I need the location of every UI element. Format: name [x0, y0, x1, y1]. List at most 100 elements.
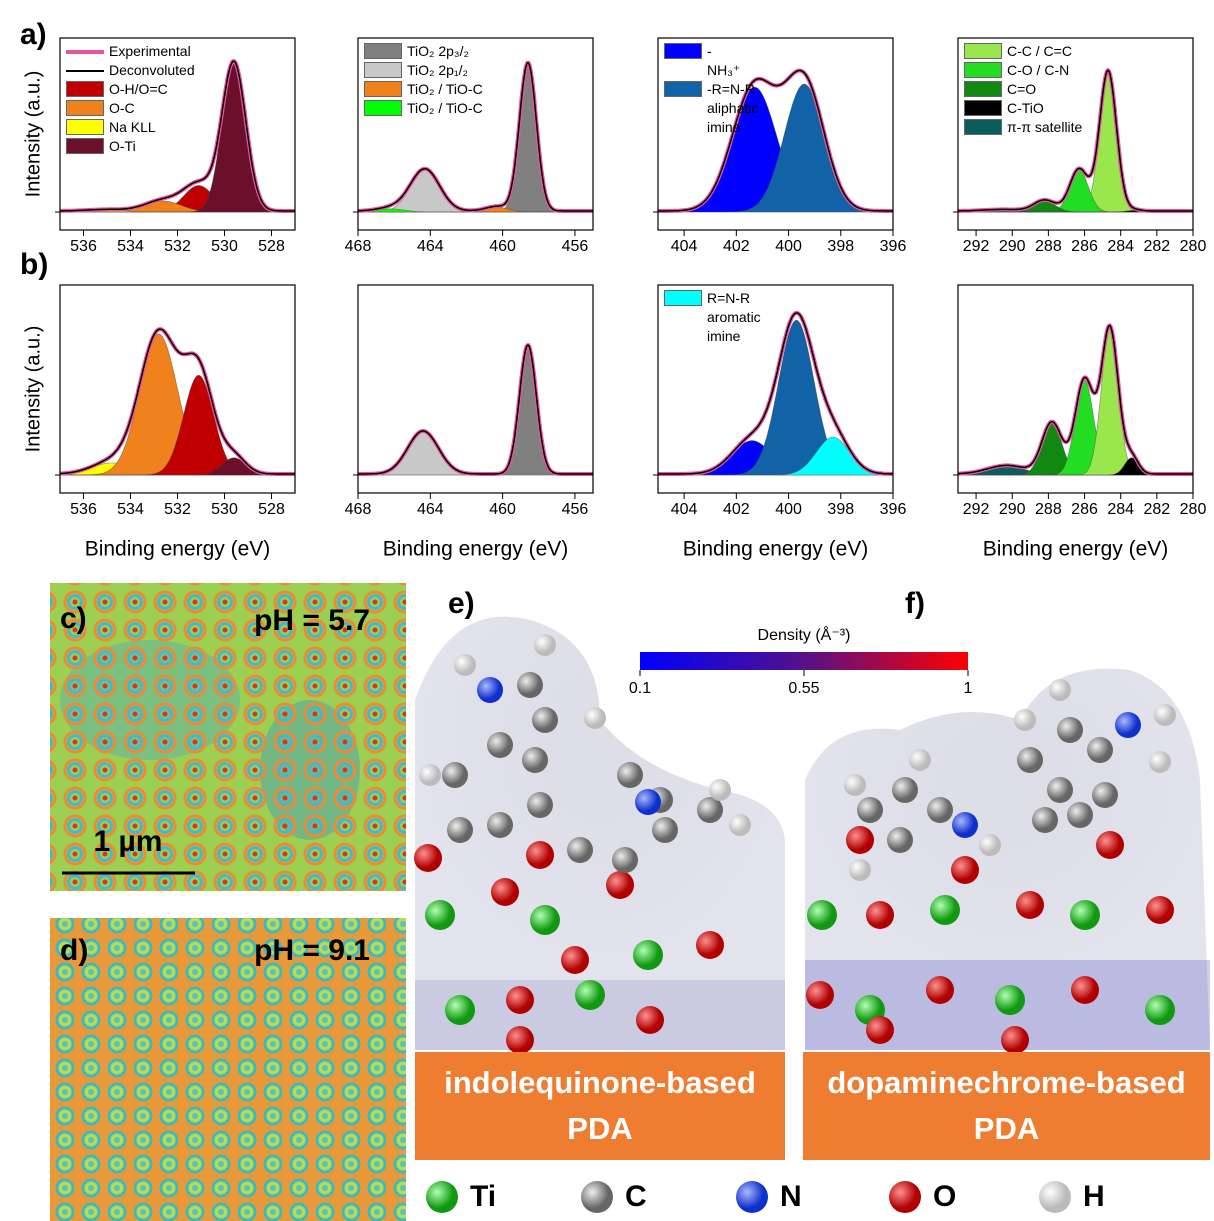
atom [425, 900, 455, 930]
x-tick-label: 532 [164, 501, 191, 518]
atom [927, 797, 953, 823]
legend-entry: -NH₃⁺ [664, 42, 741, 80]
x-tick-label: 528 [258, 238, 285, 255]
atom [445, 995, 475, 1025]
legend-swatch [66, 50, 104, 54]
atom [1016, 891, 1044, 919]
fit-curve [957, 324, 1193, 475]
fit-curve [358, 344, 593, 475]
legend-swatch [66, 70, 104, 72]
atom [442, 762, 468, 788]
x-tick-label: 284 [1107, 501, 1134, 518]
atom-legend-sphere [426, 1181, 458, 1213]
atom [635, 789, 661, 815]
legend-label: C=O [1007, 81, 1037, 97]
atom [1096, 831, 1124, 859]
panel-label: b) [20, 248, 48, 281]
atom [1049, 679, 1071, 701]
x-tick-label: 402 [723, 238, 750, 255]
legend-entry: Na KLL [66, 118, 195, 137]
atom [846, 826, 874, 854]
atom [419, 764, 441, 786]
density-surface [415, 616, 785, 1050]
x-tick-label: 292 [963, 238, 990, 255]
ph-label: pH = 5.7 [254, 604, 370, 637]
y-axis-title: Intensity (a.u.) [22, 326, 44, 453]
legend-label: -NH₃⁺ [707, 43, 741, 78]
legend-label: R=N-R aromatic imine [707, 290, 761, 344]
atom [866, 901, 894, 929]
atom-legend-label: Ti [470, 1180, 496, 1213]
atom [1032, 807, 1058, 833]
atom [527, 792, 553, 818]
legend-label: O-Ti [109, 138, 136, 154]
x-tick-label: 464 [417, 501, 444, 518]
atom [892, 777, 918, 803]
atom [930, 895, 960, 925]
x-axis-title: Binding energy (eV) [383, 538, 569, 561]
legend-swatch [66, 119, 104, 135]
atom [952, 812, 978, 838]
peak-component [358, 345, 593, 476]
panel-label: c) [60, 602, 87, 635]
atom [857, 797, 883, 823]
x-tick-label: 534 [117, 238, 144, 255]
x-tick-label: 402 [723, 501, 750, 518]
legend-swatch [664, 81, 702, 97]
atom [575, 980, 605, 1010]
x-tick-label: 288 [1035, 238, 1062, 255]
atom [697, 797, 723, 823]
atom-legend-label: N [780, 1180, 802, 1213]
legend-entry: -R=N-R aliphatic imine [664, 80, 758, 137]
legend-label: TiO₂ / TiO-C [407, 100, 483, 116]
atom [633, 940, 663, 970]
legend-swatch [664, 43, 702, 59]
colorbar-tick-label: 1 [964, 680, 973, 697]
atom [866, 1016, 894, 1044]
atom [636, 1006, 664, 1034]
colorbar-title: Density (Å⁻³) [758, 625, 851, 644]
atom [1071, 976, 1099, 1004]
x-tick-label: 468 [345, 501, 372, 518]
legend-label: C-C / C=C [1007, 43, 1072, 59]
atom [806, 981, 834, 1009]
atom [477, 677, 503, 703]
legend-label: Deconvoluted [109, 62, 195, 78]
colorbar-tick-label: 0.55 [788, 680, 819, 697]
x-tick-label: 464 [417, 238, 444, 255]
colorbar-tick-label: 0.1 [629, 680, 651, 697]
legend-entry: TiO₂ / TiO-C [364, 80, 483, 99]
atom [606, 871, 634, 899]
atom [1001, 1026, 1029, 1054]
atoms [414, 634, 1176, 1054]
afm-rings [50, 918, 406, 1221]
legend-entry: Deconvoluted [66, 61, 195, 80]
legend-entry: C-TiO [964, 99, 1082, 118]
atom [491, 878, 519, 906]
legend-label: O-C [109, 100, 135, 116]
atom [995, 985, 1025, 1015]
fit-curve [358, 62, 593, 212]
x-tick-label: 282 [1143, 238, 1170, 255]
atom [584, 707, 606, 729]
panel-label: d) [60, 934, 88, 967]
plot-frame [357, 37, 594, 231]
plot-frame [657, 284, 894, 494]
fit-curve [60, 60, 295, 212]
atom [1115, 712, 1141, 738]
legend-entry: C-C / C=C [964, 42, 1082, 61]
atom [612, 847, 638, 873]
atom [1067, 802, 1093, 828]
colorbar [640, 652, 968, 670]
atom-legend-label: O [933, 1180, 956, 1213]
x-tick-label: 530 [211, 501, 238, 518]
atom [617, 762, 643, 788]
x-tick-label: 292 [963, 501, 990, 518]
atom [1057, 717, 1083, 743]
legend-swatch [364, 43, 402, 59]
atom [487, 732, 513, 758]
legend-label: C-O / C-N [1007, 62, 1070, 78]
legend-swatch [664, 290, 702, 306]
atom-legend-sphere [736, 1181, 768, 1213]
atom [1154, 704, 1176, 726]
